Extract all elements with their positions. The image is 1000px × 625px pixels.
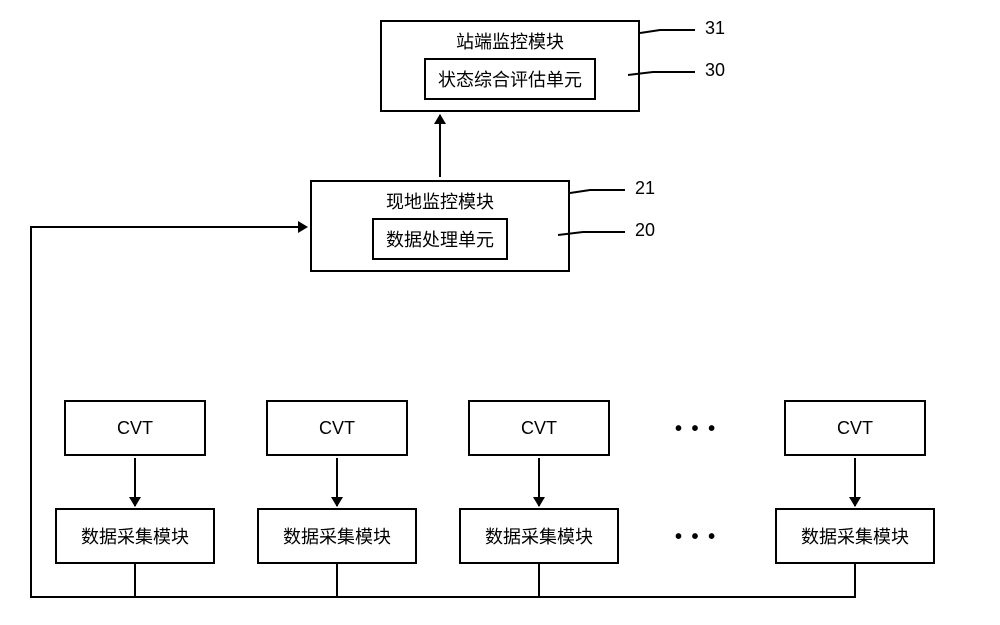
- local-monitor-title: 现地监控模块: [386, 188, 494, 214]
- callout-mid-inner: 20: [635, 220, 655, 241]
- left-riser: [30, 226, 32, 598]
- cvt-box: CVT: [468, 400, 610, 456]
- into-mid-arrowhead: [298, 221, 308, 233]
- arrow-cvt-acq: [854, 458, 856, 506]
- data-acq-label: 数据采集模块: [81, 523, 189, 549]
- state-eval-label: 状态综合评估单元: [438, 70, 582, 90]
- cvt-label: CVT: [521, 418, 557, 439]
- cvt-box: CVT: [64, 400, 206, 456]
- local-monitor-module: 现地监控模块 数据处理单元: [310, 180, 570, 272]
- bottom-bus: [30, 596, 856, 598]
- bus-drop: [134, 564, 136, 596]
- data-process-label: 数据处理单元: [386, 230, 494, 250]
- bus-drop: [854, 564, 856, 596]
- bus-drop: [538, 564, 540, 596]
- data-acq-module: 数据采集模块: [55, 508, 215, 564]
- callout-top-inner: 30: [705, 60, 725, 81]
- arrow-cvt-acq: [538, 458, 540, 506]
- cvt-label: CVT: [117, 418, 153, 439]
- callout-line: [558, 230, 630, 240]
- bus-drop: [336, 564, 338, 596]
- arrow-cvt-acq: [336, 458, 338, 506]
- callout-line: [570, 188, 630, 198]
- data-process-unit: 数据处理单元: [372, 218, 508, 260]
- cvt-label: CVT: [837, 418, 873, 439]
- callout-line: [640, 28, 700, 38]
- ellipsis-acq: • • •: [675, 526, 717, 549]
- data-acq-label: 数据采集模块: [485, 523, 593, 549]
- into-mid-line: [30, 226, 298, 228]
- cvt-label: CVT: [319, 418, 355, 439]
- arrow-mid-to-top: [439, 115, 441, 177]
- data-acq-label: 数据采集模块: [801, 523, 909, 549]
- cvt-box: CVT: [784, 400, 926, 456]
- ellipsis-cvt: • • •: [675, 418, 717, 441]
- data-acq-label: 数据采集模块: [283, 523, 391, 549]
- callout-line: [628, 70, 700, 80]
- data-acq-module: 数据采集模块: [775, 508, 935, 564]
- data-acq-module: 数据采集模块: [459, 508, 619, 564]
- data-acq-module: 数据采集模块: [257, 508, 417, 564]
- cvt-box: CVT: [266, 400, 408, 456]
- station-monitor-title: 站端监控模块: [456, 28, 564, 54]
- state-eval-unit: 状态综合评估单元: [424, 58, 596, 100]
- station-monitor-module: 站端监控模块 状态综合评估单元: [380, 20, 640, 112]
- callout-top-outer: 31: [705, 18, 725, 39]
- arrow-cvt-acq: [134, 458, 136, 506]
- callout-mid-outer: 21: [635, 178, 655, 199]
